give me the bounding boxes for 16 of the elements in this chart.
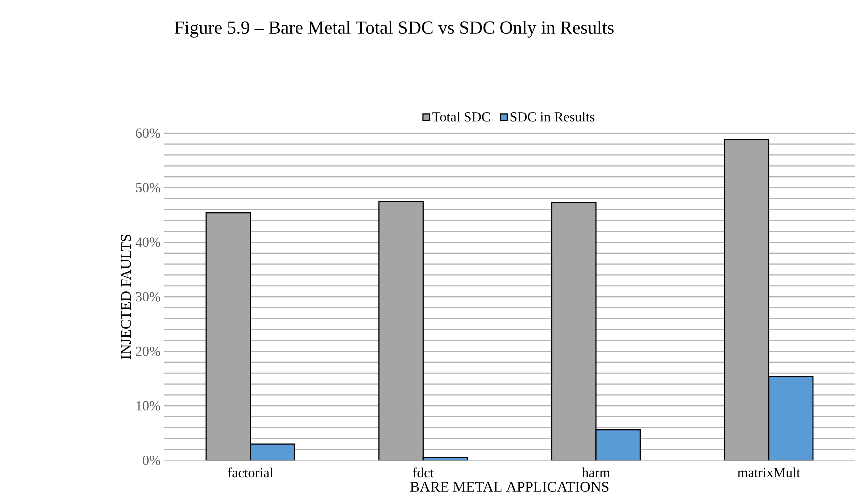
chart-title: Figure 5.9 – Bare Metal Total SDC vs SDC Only in Results xyxy=(174,21,614,38)
x-tick-label: factorial xyxy=(228,468,274,478)
y-tick-label: 20% xyxy=(136,347,160,356)
legend-label: SDC in Results xyxy=(510,112,595,122)
y-axis-title: INJECTED FAULTS xyxy=(121,235,132,360)
y-tick-label: 10% xyxy=(136,402,160,411)
y-tick-label: 50% xyxy=(136,183,160,193)
x-axis-title: BARE METAL APPLICATIONS xyxy=(410,482,609,492)
x-tick-label: harm xyxy=(582,468,610,478)
y-tick-label: 30% xyxy=(136,292,160,302)
y-tick-label: 0% xyxy=(143,456,160,466)
y-tick-label: 60% xyxy=(136,128,160,138)
x-tick-label: fdct xyxy=(413,468,434,478)
legend-label: Total SDC xyxy=(432,112,490,122)
y-tick-label: 40% xyxy=(136,238,160,248)
x-tick-label: matrixMult xyxy=(738,468,800,478)
